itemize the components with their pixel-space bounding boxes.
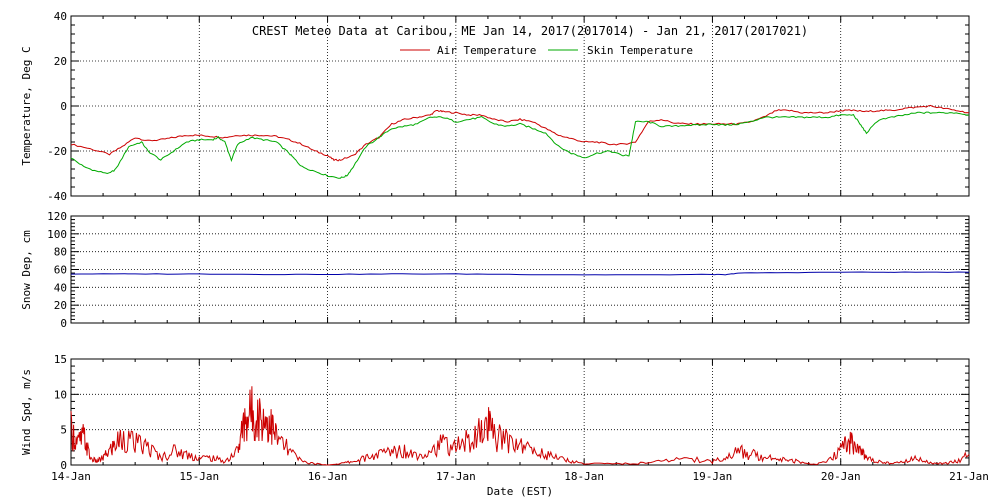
- wind-speed-panel: 0 5 10 15 14-Jan 15-Jan 16-Jan 17-Jan 18-Jan 19-J…: [51, 353, 989, 483]
- temperature-y-tick-label: -40: [47, 190, 67, 203]
- legend: Air Temperature Skin Temperature: [400, 44, 693, 57]
- x-tick-label: 18-Jan: [564, 470, 604, 483]
- temperature-axis-label: Temperature, Deg C: [20, 46, 33, 165]
- wind-speed-axis-label: Wind Spd, m/s: [20, 369, 33, 455]
- snow-depth-y-tick-label: 80: [54, 246, 67, 259]
- snow-depth-axis-label: Snow Dep, cm: [20, 230, 33, 310]
- wind-speed-plot-frame: [70, 358, 970, 466]
- wind-speed-y-tick-label: 10: [54, 388, 67, 401]
- temperature-y-tick-label: 40: [54, 10, 67, 23]
- snow-depth-y-tick-label: 20: [54, 299, 67, 312]
- x-tick-label: 15-Jan: [179, 470, 219, 483]
- x-tick-label: 16-Jan: [308, 470, 348, 483]
- wind-speed-line: [70, 386, 970, 466]
- legend-air-temperature-label: Air Temperature: [437, 44, 536, 57]
- snow-depth-plot-frame: [70, 215, 970, 324]
- x-tick-label: 14-Jan: [51, 470, 91, 483]
- snow-depth-y-tick-label: 0: [60, 317, 67, 330]
- legend-skin-temperature-label: Skin Temperature: [587, 44, 693, 57]
- x-tick-label: 19-Jan: [693, 470, 733, 483]
- snow-depth-y-tick-label: 120: [47, 210, 67, 223]
- temperature-plot-frame: [70, 15, 970, 197]
- wind-speed-y-tick-label: 5: [60, 424, 67, 437]
- snow-depth-y-tick-label: 60: [54, 264, 67, 277]
- x-tick-label: 20-Jan: [821, 470, 861, 483]
- temperature-y-tick-label: 0: [60, 100, 67, 113]
- x-axis-label: Date (EST): [487, 485, 553, 498]
- snow-depth-y-tick-label: 40: [54, 281, 67, 294]
- x-tick-label: 21-Jan: [949, 470, 989, 483]
- snow-depth-panel: 0 20 40 60 80 100 120: [47, 210, 970, 330]
- temperature-y-tick-label: 20: [54, 55, 67, 68]
- wind-speed-y-tick-label: 15: [54, 353, 67, 366]
- snow-depth-y-tick-label: 100: [47, 228, 67, 241]
- air-temperature-line: [70, 104, 970, 162]
- temperature-panel: -40 -20 0 20 40: [47, 10, 970, 203]
- temperature-y-tick-label: -20: [47, 145, 67, 158]
- snow-depth-line: [70, 271, 970, 276]
- wind-speed-y-tick-label: 0: [60, 459, 67, 472]
- skin-temperature-line: [70, 111, 970, 179]
- x-tick-label: 17-Jan: [436, 470, 476, 483]
- chart-title: CREST Meteo Data at Caribou, ME Jan 14, …: [252, 24, 808, 38]
